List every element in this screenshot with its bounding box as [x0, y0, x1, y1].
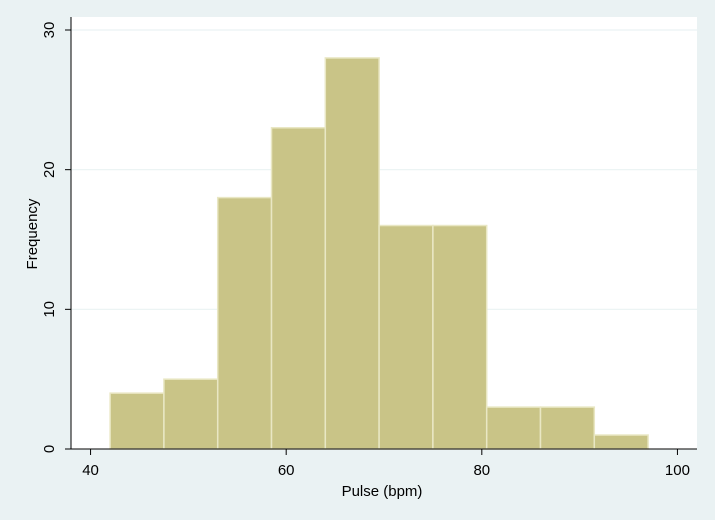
y-tick-label: 20	[41, 161, 58, 178]
histogram-bar	[485, 406, 542, 450]
y-tick-label: 0	[41, 445, 58, 453]
bars	[109, 57, 649, 450]
y-axis-title: Frequency	[24, 198, 41, 269]
histogram-bar	[270, 127, 327, 450]
histogram-bar	[163, 378, 219, 450]
histogram-bar	[216, 196, 273, 450]
y-tick-label: 10	[41, 301, 58, 318]
x-axis-title: Pulse (bpm)	[342, 483, 423, 500]
x-tick-label: 40	[82, 462, 99, 479]
histogram-bar	[109, 392, 165, 450]
histogram-bar	[432, 224, 488, 450]
histogram-bar	[593, 434, 649, 450]
y-tick-label: 30	[41, 22, 58, 39]
x-tick-label: 80	[473, 462, 490, 479]
x-tick-label: 100	[665, 462, 690, 479]
histogram-bar	[539, 406, 596, 450]
histogram-bar	[324, 57, 380, 450]
axes: 0 10 20 30 40 60 80 100	[41, 17, 697, 479]
x-tick-label: 60	[278, 462, 295, 479]
histogram-bar	[378, 224, 434, 450]
